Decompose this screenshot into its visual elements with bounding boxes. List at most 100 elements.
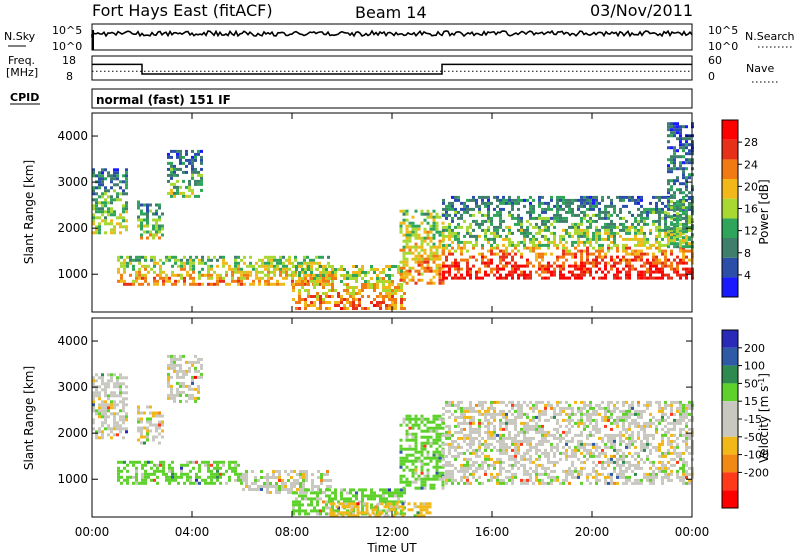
- velocity-cell: [352, 512, 355, 516]
- velocity-cell: [526, 469, 529, 473]
- power-cell: [207, 276, 210, 280]
- power-cell: [598, 249, 601, 253]
- velocity-cell: [107, 373, 110, 377]
- power-cell: [586, 249, 589, 253]
- power-cell: [343, 274, 346, 277]
- power-cell: [137, 218, 140, 222]
- power-cell: [457, 195, 460, 199]
- velocity-cell: [559, 412, 562, 416]
- velocity-cell: [622, 412, 625, 416]
- velocity-cell: [607, 433, 610, 437]
- power-cell: [405, 242, 409, 246]
- velocity-cell: [580, 400, 583, 404]
- power-cell: [156, 261, 159, 265]
- power-cell: [423, 227, 427, 231]
- power-cell: [688, 137, 691, 141]
- velocity-cell: [140, 435, 143, 439]
- power-cell: [101, 174, 104, 178]
- power-cell: [382, 280, 385, 283]
- power-cell: [234, 261, 237, 265]
- velocity-cell: [586, 436, 589, 440]
- velocity-cell: [158, 420, 161, 424]
- power-cell: [201, 255, 204, 259]
- power-cell: [532, 216, 535, 220]
- power-cell: [685, 185, 688, 189]
- power-cell: [541, 207, 544, 211]
- velocity-cell: [207, 481, 210, 485]
- power-cell: [679, 146, 682, 150]
- power-cell: [616, 276, 619, 280]
- velocity-cell: [556, 403, 559, 407]
- power-cell: [679, 242, 682, 246]
- power-colorbar-swatch: [722, 257, 738, 278]
- velocity-cell: [481, 421, 484, 425]
- power-cell: [125, 192, 128, 196]
- power-cell: [649, 246, 652, 250]
- velocity-cell: [197, 375, 200, 379]
- velocity-cell: [149, 420, 152, 424]
- power-cell: [499, 258, 502, 262]
- velocity-cell: [95, 412, 98, 416]
- power-cell: [325, 301, 328, 304]
- velocity-cell: [520, 454, 523, 458]
- power-cell: [649, 273, 652, 277]
- power-cell: [355, 298, 358, 301]
- power-cell: [505, 237, 508, 241]
- power-cell: [538, 213, 541, 217]
- velocity-cell: [622, 451, 625, 455]
- power-cell: [490, 243, 493, 247]
- power-cell: [676, 261, 679, 265]
- power-cell: [197, 149, 200, 153]
- power-cell: [685, 236, 688, 240]
- power-cell: [529, 222, 532, 226]
- power-cell: [469, 222, 472, 226]
- power-cell: [420, 248, 424, 252]
- velocity-cell: [637, 436, 640, 440]
- velocity-cell: [583, 412, 586, 416]
- velocity-cell: [559, 457, 562, 461]
- power-cell: [207, 282, 210, 286]
- velocity-cell: [417, 474, 421, 478]
- power-cell: [328, 289, 331, 292]
- power-cell: [426, 263, 430, 267]
- power-cell: [162, 270, 165, 274]
- power-cell: [499, 261, 502, 265]
- power-cell: [191, 170, 194, 174]
- power-cell: [116, 168, 119, 172]
- velocity-cell: [110, 427, 113, 431]
- power-cell: [517, 213, 520, 217]
- power-cell: [658, 267, 661, 271]
- power-cell: [367, 283, 370, 286]
- velocity-cell: [553, 427, 556, 431]
- power-cell: [505, 255, 508, 259]
- power-cell: [487, 249, 490, 253]
- power-cell: [688, 201, 691, 205]
- velocity-cell: [457, 406, 460, 410]
- velocity-cell: [201, 478, 204, 482]
- power-cell: [550, 195, 553, 199]
- power-ytick-label: 2000: [57, 221, 88, 235]
- velocity-cell: [143, 426, 146, 430]
- velocity-cell: [649, 448, 652, 452]
- velocity-cell: [580, 442, 583, 446]
- velocity-cell: [414, 420, 418, 424]
- power-cell: [216, 282, 219, 286]
- velocity-cell: [511, 463, 514, 467]
- velocity-cell: [457, 436, 460, 440]
- velocity-cell: [101, 409, 104, 413]
- power-cell: [634, 198, 637, 202]
- velocity-cell: [113, 400, 116, 404]
- velocity-cell: [272, 476, 275, 479]
- velocity-cell: [432, 486, 436, 490]
- velocity-cell: [646, 433, 649, 437]
- power-cell: [129, 282, 132, 286]
- power-cell: [402, 218, 406, 222]
- power-cell: [637, 273, 640, 277]
- power-cell: [625, 270, 628, 274]
- velocity-cell: [194, 354, 197, 358]
- velocity-cell: [177, 481, 180, 485]
- velocity-cell: [655, 466, 658, 470]
- power-cell: [189, 276, 192, 280]
- velocity-cell: [101, 400, 104, 404]
- power-cell: [469, 267, 472, 271]
